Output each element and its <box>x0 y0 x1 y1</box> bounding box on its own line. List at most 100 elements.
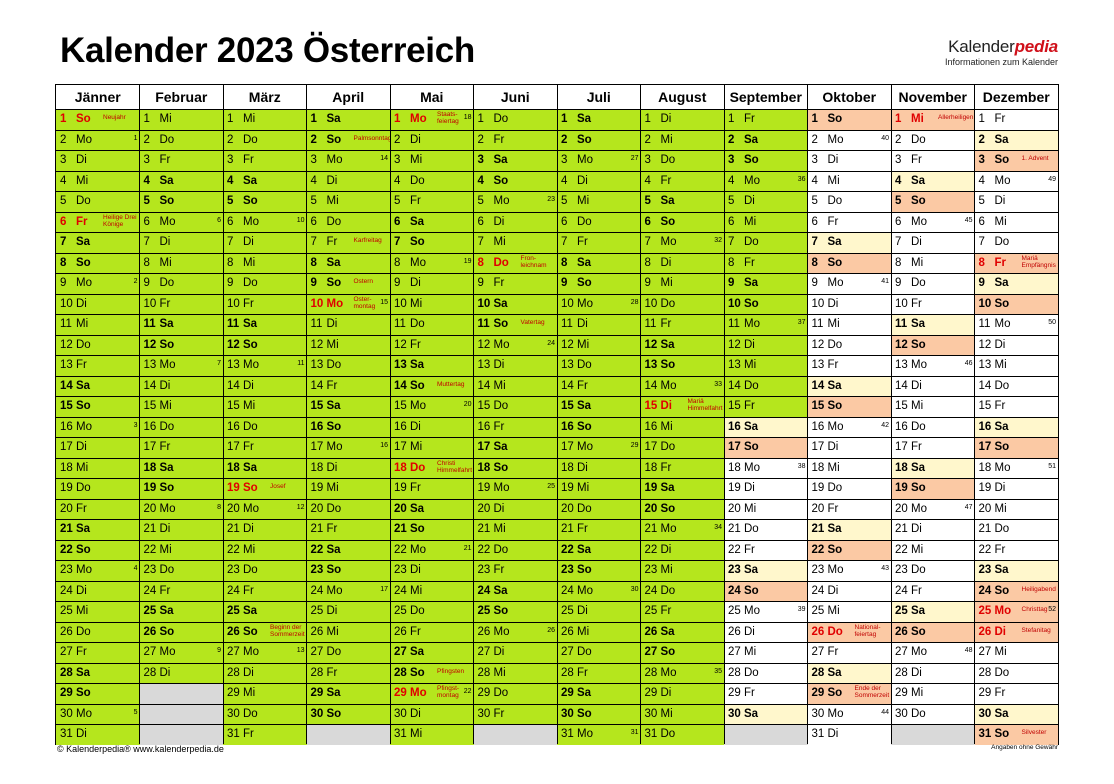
weekday-label: Mi <box>827 318 840 330</box>
weekday-label: Di <box>660 113 672 125</box>
day-number: 14 <box>60 379 73 392</box>
day-number: 6 <box>394 215 401 228</box>
weekday-label: Do <box>243 133 258 146</box>
day-number: 27 <box>477 646 491 658</box>
day-cell: 5 Mi <box>306 191 390 212</box>
day-number: 2 <box>561 133 568 146</box>
week-number: 18 <box>463 114 472 121</box>
weekday-label: Fr <box>577 666 588 679</box>
day-cell: 11 Fr <box>640 314 724 335</box>
weekday-label: Fr <box>994 113 1006 125</box>
day-cell: 10 So <box>974 293 1058 314</box>
day-number: 3 <box>227 154 234 166</box>
month-header: Juli <box>557 85 641 109</box>
weekday-label: So <box>493 461 509 474</box>
day-number: 1 <box>895 113 902 125</box>
day-cell: 28 Di <box>139 662 223 683</box>
day-number: 29 <box>310 687 324 699</box>
day-number: 3 <box>728 154 735 166</box>
weekday-label: So <box>577 420 592 433</box>
day-cell: 19 Fr <box>390 478 474 499</box>
day-cell: 29 So <box>56 683 140 704</box>
weekday-label: So <box>76 543 91 556</box>
day-number: 18 <box>394 461 407 474</box>
day-number: 3 <box>561 154 568 166</box>
day-cell: 3 Fr <box>223 150 307 171</box>
day-cell: 29 Mi <box>223 683 307 704</box>
day-cell: 23 Do <box>139 560 223 581</box>
day-number: 21 <box>227 523 240 535</box>
weekday-label: Di <box>744 482 755 494</box>
weekday-label: Di <box>577 174 588 187</box>
day-number: 1 <box>644 113 651 125</box>
day-cell: 19 Di <box>974 478 1058 499</box>
day-number: 13 <box>895 359 908 371</box>
weekday-label: Sa <box>76 379 91 392</box>
holiday-label: Oster-montag <box>353 295 376 310</box>
weekday-label: Di <box>827 728 839 740</box>
day-cell: 28 Sa <box>807 662 891 683</box>
weekday-label: Mo <box>159 215 176 228</box>
weekday-label: Di <box>994 625 1007 638</box>
day-cell: 4 Mo 49 <box>974 170 1058 191</box>
day-number: 21 <box>811 523 825 535</box>
weekday-label: Mi <box>660 133 673 146</box>
day-cell: 14 Do <box>974 375 1058 396</box>
weekday-label: Mi <box>159 113 172 125</box>
day-number: 18 <box>143 461 157 474</box>
weekday-label: Do <box>76 195 91 207</box>
weekday-label: Mo <box>660 523 677 535</box>
day-cell: 21 Sa <box>56 519 140 540</box>
month-column: Februar 1 Mi 2 Do 3 Fr 4 Sa 5 So 6 Mo 6 7 Di 8 Mi 9 Do 10 Fr 1… <box>139 85 223 745</box>
holiday-label: Ostern <box>353 278 374 285</box>
day-cell: 31 Di <box>807 724 891 745</box>
day-number: 19 <box>644 482 658 494</box>
day-number: 12 <box>227 338 240 351</box>
day-cell: 13 Di <box>473 355 557 376</box>
day-cell: 16 Do <box>139 416 223 437</box>
day-number: 18 <box>895 461 908 474</box>
day-cell: 9 Do <box>139 273 223 294</box>
weekday-label: So <box>76 687 91 699</box>
day-number: 10 <box>978 297 992 310</box>
day-number: 16 <box>561 420 574 433</box>
day-cell: 29 Sa <box>557 683 641 704</box>
month-header: November <box>891 85 975 109</box>
column-divider <box>139 85 140 744</box>
day-number: 24 <box>978 584 992 597</box>
day-cell: 30 Sa <box>724 703 808 724</box>
weekday-label: Sa <box>994 707 1009 720</box>
day-cell: 4 So <box>473 170 557 191</box>
weekday-label: Mo <box>76 420 92 433</box>
day-cell: 15 Sa <box>306 396 390 417</box>
day-number: 20 <box>978 502 992 515</box>
week-number: 45 <box>964 216 973 224</box>
weekday-label: Fr <box>76 646 87 658</box>
day-number: 23 <box>811 564 825 576</box>
weekday-label: Mo <box>410 256 426 269</box>
weekday-label: Do <box>994 523 1010 535</box>
weekday-label: Di <box>326 174 338 187</box>
weekday-label: Mi <box>660 420 673 433</box>
weekday-label: So <box>410 523 425 535</box>
day-cell: 3 Do <box>640 150 724 171</box>
day-number: 5 <box>728 195 735 207</box>
day-number: 20 <box>477 502 491 515</box>
month-column: April 1 Sa 2 So Palmsonntag 3 Mo 14 4 Di 5 Mi 6 Do 7 Fr K… <box>306 85 390 745</box>
weekday-label: Sa <box>493 297 508 310</box>
week-number: 44 <box>881 708 889 716</box>
holiday-label: Vatertag <box>520 319 545 326</box>
weekday-label: So <box>660 215 676 228</box>
day-number: 25 <box>310 605 324 617</box>
brand-name: Kalenderpedia <box>948 37 1058 56</box>
weekday-label: Di <box>911 236 922 248</box>
day-number: 29 <box>895 687 908 699</box>
week-number: 2 <box>133 278 138 285</box>
month-header: September <box>724 85 808 109</box>
day-cell: 7 Sa <box>56 232 140 253</box>
weekday-label: Fr <box>243 441 254 453</box>
day-cell: 24 Do <box>640 580 724 601</box>
day-number: 22 <box>811 543 825 556</box>
day-number: 26 <box>143 625 157 638</box>
day-cell: 12 Mi <box>306 334 390 355</box>
